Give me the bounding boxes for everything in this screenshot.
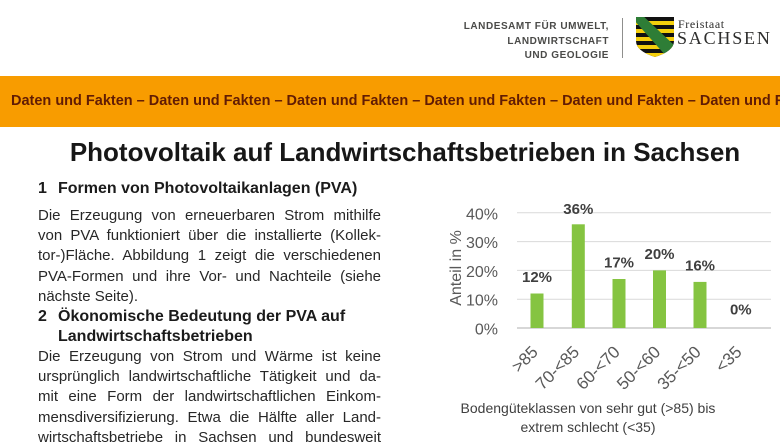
svg-text:0%: 0% [730,302,752,319]
svg-text:10%: 10% [466,293,498,310]
svg-text:0%: 0% [475,322,498,339]
svg-text:35-<50: 35-<50 [654,342,705,393]
svg-text:40%: 40% [466,206,498,223]
svg-text:Anteil in %: Anteil in % [448,230,465,306]
svg-text:50-<60: 50-<60 [613,342,664,393]
svg-text:>85: >85 [508,342,542,376]
svg-text:16%: 16% [685,257,715,274]
svg-text:<35: <35 [712,342,746,376]
svg-text:20%: 20% [644,246,674,263]
svg-text:30%: 30% [466,235,498,252]
svg-text:20%: 20% [466,264,498,281]
svg-text:70-<85: 70-<85 [532,342,583,393]
svg-text:12%: 12% [522,269,552,286]
svg-text:60-<70: 60-<70 [573,342,624,393]
svg-text:36%: 36% [563,201,593,218]
svg-text:17%: 17% [604,255,634,272]
